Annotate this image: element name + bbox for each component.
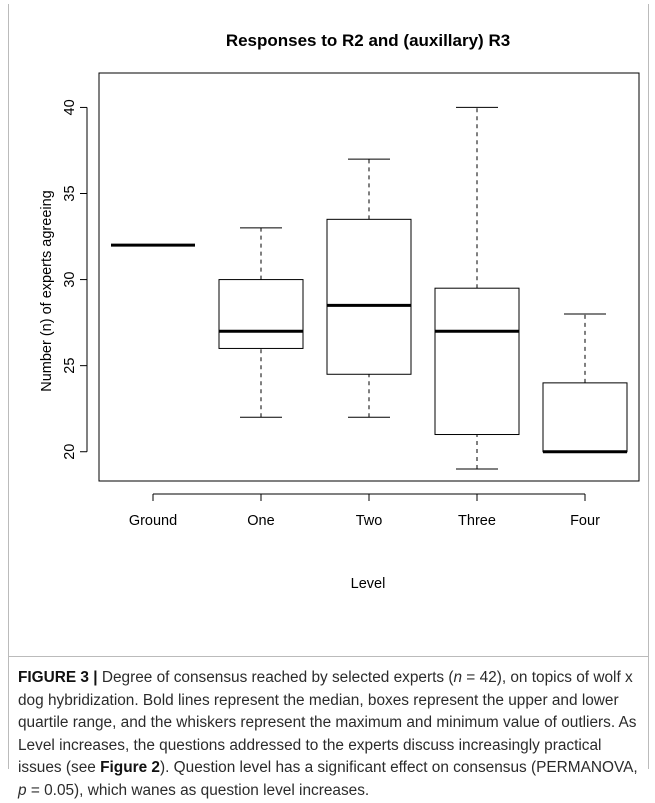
caption-text-1: Degree of consensus reached by selected …: [97, 669, 454, 686]
y-tick-label: 35: [62, 185, 78, 201]
y-tick-label: 20: [62, 444, 78, 460]
box-three: [434, 287, 520, 436]
caption-label: FIGURE 3 |: [18, 669, 98, 686]
x-tick-label: Three: [458, 513, 496, 529]
box-one: [218, 279, 304, 349]
y-axis-title: Number (n) of experts agreeing: [39, 190, 55, 392]
figure-caption: FIGURE 3 | Degree of consensus reached b…: [18, 667, 643, 803]
box-plot: Responses to R2 and (auxillary) R3 20 25 3…: [39, 31, 640, 592]
y-tick-label: 40: [62, 99, 78, 115]
caption-figure-link[interactable]: Figure 2: [100, 759, 160, 777]
caption-p-variable: p: [18, 781, 27, 799]
chart-title: Responses to R2 and (auxillary) R3: [226, 31, 510, 50]
x-tick-label: Ground: [129, 513, 177, 529]
caption-n-variable: n: [453, 669, 463, 686]
box-four: [542, 382, 628, 453]
caption-text-3: ). Question level has a significant effe…: [160, 759, 638, 777]
x-axis-title: Level: [351, 576, 386, 592]
y-tick-label: 30: [62, 272, 78, 288]
x-tick-label: One: [247, 513, 274, 529]
figure-panel: Responses to R2 and (auxillary) R3 20 25 3…: [8, 4, 648, 657]
x-tick-label: Two: [356, 513, 383, 529]
plot-frame: [98, 72, 640, 482]
box-two: [326, 218, 412, 375]
plot-area: 20 25 30 35 40 Ground One Two Three Four: [62, 72, 640, 529]
y-tick-label: 25: [62, 358, 78, 374]
x-tick-label: Four: [570, 513, 600, 529]
page-frame: [8, 4, 649, 769]
caption-text-4: = 0.05), which wanes as question level i…: [26, 781, 370, 799]
